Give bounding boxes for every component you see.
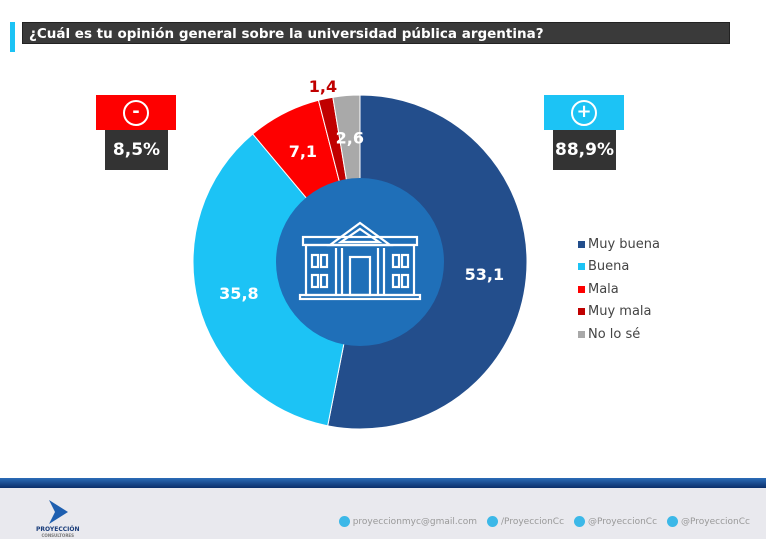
data-label: 7,1: [289, 142, 317, 161]
legend-swatch: [578, 330, 585, 338]
minus-icon: -: [123, 99, 149, 126]
twitter-contact[interactable]: @ProyeccionCc: [574, 516, 657, 527]
twitter-icon: [574, 516, 586, 527]
email-icon: [338, 516, 350, 527]
legend-label: Muy buena: [588, 236, 660, 252]
arrow-logo-icon: [48, 500, 68, 524]
legend-swatch: [578, 285, 585, 293]
legend-item: Buena: [578, 256, 660, 279]
positive-total: 88,9%: [553, 130, 616, 170]
slice-buena: [192, 133, 361, 427]
legend-item: Muy buena: [578, 233, 660, 256]
instagram-contact[interactable]: @ProyeccionCc: [667, 516, 750, 527]
donut-chart: 53,1 35,8 7,1 1,4 2,6: [192, 77, 528, 430]
email-contact[interactable]: proyeccionmyc@gmail.com: [338, 516, 477, 527]
facebook-contact[interactable]: /ProyeccionCc: [487, 516, 564, 527]
contacts: proyeccionmyc@gmail.com /ProyeccionCc @P…: [338, 516, 750, 527]
title-accent: [10, 22, 15, 52]
brand-name: PROYECCIÓN: [36, 526, 80, 533]
negative-total: 8,5%: [105, 130, 168, 170]
legend-item: No lo sé: [578, 323, 660, 346]
legend-label: Muy mala: [588, 304, 652, 320]
data-label: 1,4: [309, 77, 337, 96]
brand-logo: PROYECCIÓN CONSULTORES: [36, 500, 80, 538]
legend-swatch: [578, 263, 585, 271]
legend-label: Mala: [588, 281, 619, 297]
university-building-icon: [298, 221, 422, 301]
legend-swatch: [578, 240, 585, 248]
title-bar: ¿Cuál es tu opinión general sobre la uni…: [10, 22, 732, 52]
brand-sub: CONSULTORES: [41, 533, 75, 538]
data-label: 35,8: [219, 284, 258, 303]
instagram-icon: [667, 516, 679, 527]
donut-center: [276, 178, 444, 346]
facebook-icon: [487, 516, 499, 527]
legend-item: Muy mala: [578, 301, 660, 324]
chart-title: ¿Cuál es tu opinión general sobre la uni…: [22, 22, 730, 44]
legend-item: Mala: [578, 278, 660, 301]
legend-swatch: [578, 308, 585, 316]
legend-label: Buena: [588, 259, 630, 275]
plus-icon: +: [571, 99, 597, 126]
legend: Muy buena Buena Mala Muy mala No lo sé: [578, 233, 660, 346]
footer-divider: [0, 478, 766, 488]
legend-label: No lo sé: [588, 326, 641, 342]
footer: PROYECCIÓN CONSULTORES proyeccionmyc@gma…: [0, 488, 766, 539]
data-label: 53,1: [465, 265, 504, 284]
data-label: 2,6: [336, 128, 364, 147]
